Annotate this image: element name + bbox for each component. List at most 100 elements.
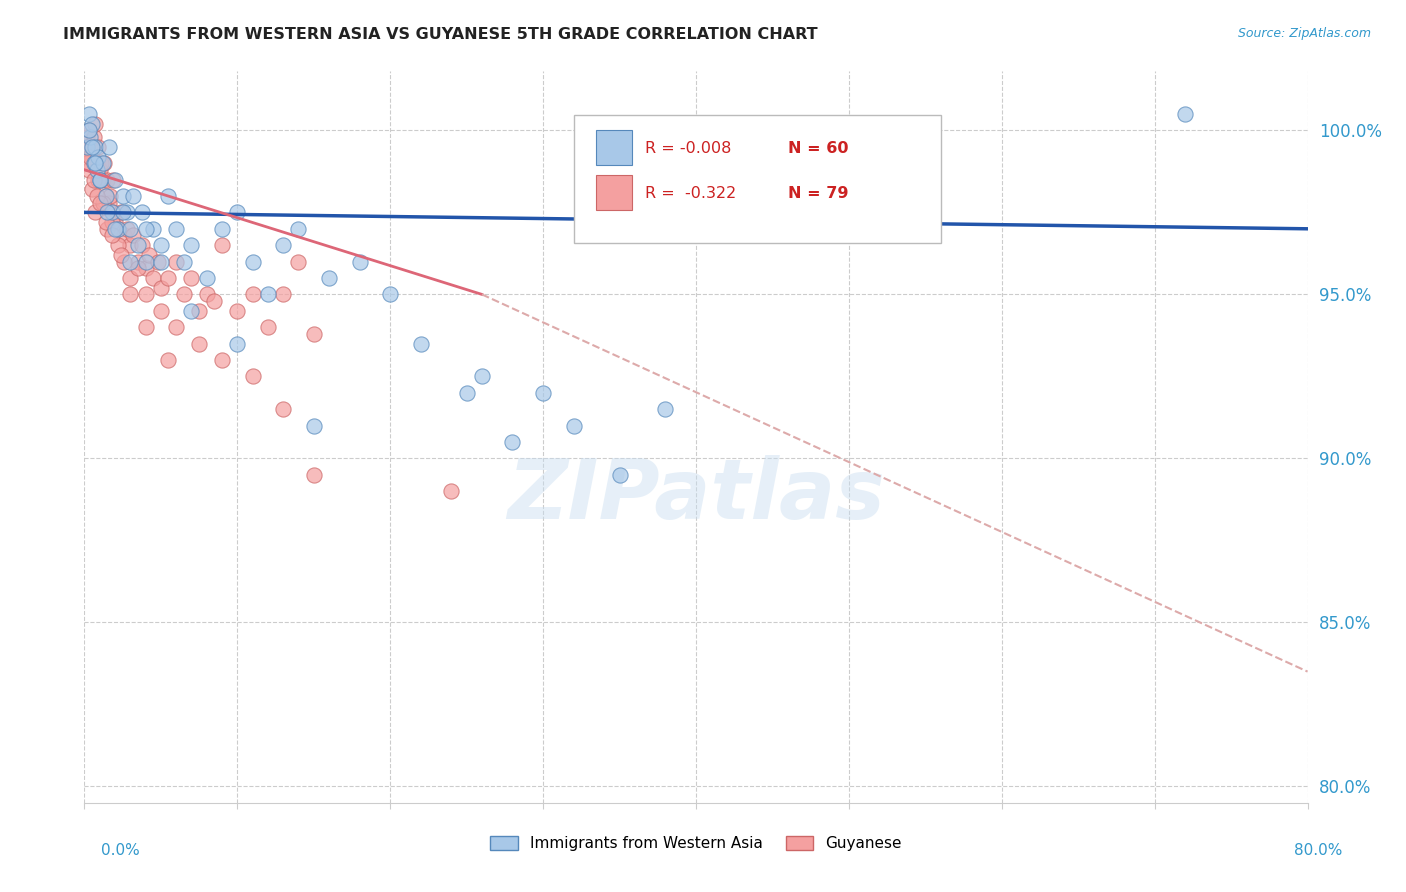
Point [302,418,325,433]
Point [107,222,129,236]
Point [211,222,233,236]
Point [257,287,280,301]
Point [531,385,554,400]
Point [226,205,249,219]
Point [202,293,225,308]
Point [257,320,280,334]
Point [471,369,494,384]
Point [157,353,180,368]
Point [89,172,111,186]
Point [115,222,138,236]
Point [173,287,195,301]
Point [79,150,101,164]
Point [349,254,371,268]
Point [110,205,132,219]
Point [87,172,110,186]
Point [142,271,165,285]
Legend: Immigrants from Western Asia, Guyanese: Immigrants from Western Asia, Guyanese [484,830,908,857]
Point [97,195,120,210]
Point [83,130,105,145]
Point [135,254,157,268]
Point [195,287,218,301]
Point [111,205,134,219]
Point [107,222,129,236]
Point [242,287,264,301]
Point [89,172,111,186]
Point [142,222,165,236]
Point [149,238,172,252]
Point [1174,107,1197,121]
Point [165,254,187,268]
Point [138,248,160,262]
Text: 80.0%: 80.0% [1295,843,1343,858]
Point [165,320,187,334]
Point [440,484,463,499]
Point [211,238,233,252]
Point [83,156,105,170]
Point [77,123,100,137]
Point [89,162,111,177]
Point [80,150,103,164]
Point [149,281,172,295]
Point [93,156,115,170]
Point [83,172,105,186]
Point [84,140,107,154]
Text: Source: ZipAtlas.com: Source: ZipAtlas.com [1237,27,1371,40]
Point [287,222,309,236]
Point [120,271,142,285]
Point [91,172,114,186]
Point [127,261,149,276]
Text: IMMIGRANTS FROM WESTERN ASIA VS GUYANESE 5TH GRADE CORRELATION CHART: IMMIGRANTS FROM WESTERN ASIA VS GUYANESE… [63,27,818,42]
Point [226,303,249,318]
Point [91,195,114,210]
Text: R = -0.008: R = -0.008 [644,141,731,156]
Point [86,156,108,170]
FancyBboxPatch shape [574,115,941,244]
Point [76,156,98,170]
Point [101,205,124,219]
Point [127,254,149,268]
Point [76,140,98,154]
Point [242,254,264,268]
Point [131,205,153,219]
Point [157,271,180,285]
Point [80,117,103,131]
Point [94,215,117,229]
Point [77,123,100,137]
FancyBboxPatch shape [596,175,633,211]
Point [89,195,111,210]
Point [318,271,340,285]
Point [149,303,172,318]
Point [380,287,402,301]
Point [84,117,107,131]
Point [271,287,294,301]
Point [77,162,100,177]
Point [84,205,107,219]
Point [112,228,135,243]
Point [271,402,294,417]
Point [165,222,187,236]
Point [188,303,211,318]
Point [302,326,325,341]
Point [77,107,100,121]
Point [120,254,142,268]
Point [409,336,432,351]
Point [96,205,118,219]
Point [271,238,294,252]
Point [96,222,118,236]
Point [188,336,211,351]
Point [101,205,124,219]
Point [562,418,585,433]
Text: ZIPatlas: ZIPatlas [508,455,884,536]
Point [90,156,112,170]
Point [502,435,524,450]
Point [211,353,233,368]
Point [120,222,142,236]
Point [157,189,180,203]
Text: R =  -0.322: R = -0.322 [644,186,735,201]
Point [76,130,98,145]
Text: 0.0%: 0.0% [101,843,141,858]
Point [242,369,264,384]
Point [104,222,127,236]
Point [107,238,129,252]
